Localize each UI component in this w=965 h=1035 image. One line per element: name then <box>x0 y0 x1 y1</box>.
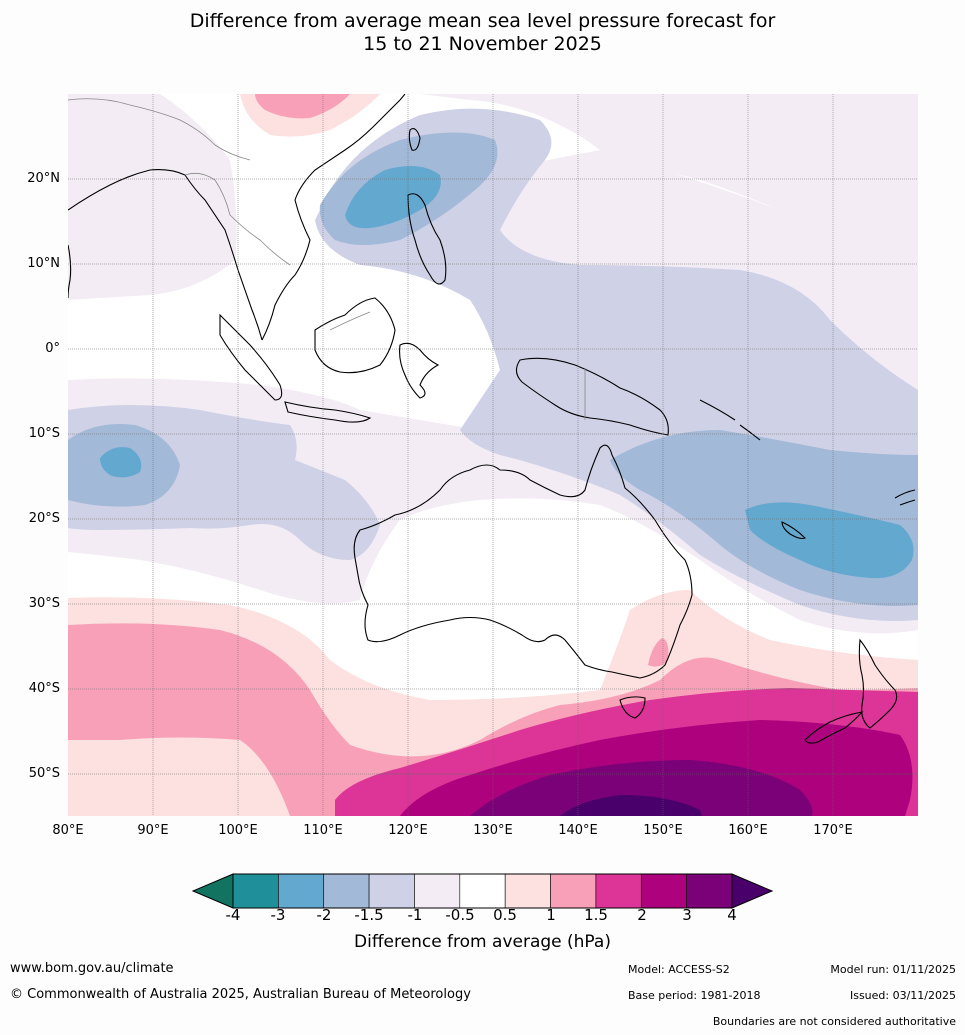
lat-label-10s: 10°S <box>28 426 60 441</box>
anomaly-region-pos1-china <box>255 94 350 119</box>
anomaly-region-neg2-philippine-sea <box>345 166 441 229</box>
website-link[interactable]: www.bom.gov.au/climate <box>10 961 174 976</box>
colorbar-tick: 3 <box>682 906 692 924</box>
coastline-solomon-islands <box>699 399 761 441</box>
colorbar-tick: 0.5 <box>493 906 517 924</box>
issued-date: Issued: 03/11/2025 <box>849 989 956 1002</box>
lat-label-10n: 10°N <box>27 256 60 271</box>
colorbar-box <box>323 873 370 909</box>
title-line-2: 15 to 21 November 2025 <box>363 33 602 55</box>
lat-label-50s: 50°S <box>28 766 60 781</box>
colorbar-tick: -3 <box>270 906 286 924</box>
lat-label-0: 0° <box>45 341 60 356</box>
colorbar-title: Difference from average (hPa) <box>354 932 611 952</box>
coastline-borneo <box>314 297 396 374</box>
colorbar-tick: 4 <box>727 906 737 924</box>
border-china <box>68 98 251 161</box>
coastline-new-zealand-north <box>858 638 898 729</box>
coastline-india <box>68 244 72 299</box>
boundaries-disclaimer: Boundaries are not considered authoritat… <box>712 1015 956 1028</box>
colorbar-box <box>414 873 461 909</box>
model-run-date: Model run: 01/11/2025 <box>830 963 956 976</box>
border-borneo <box>329 311 371 331</box>
coastline-new-zealand-south <box>804 711 864 744</box>
title-line-1: Difference from average mean sea level p… <box>189 10 776 32</box>
copyright-text: © Commonwealth of Australia 2025, Austra… <box>10 987 471 1002</box>
anomaly-region-neg05-north <box>68 94 918 262</box>
colorbar-box <box>368 873 415 909</box>
lat-label-30s: 30°S <box>28 596 60 611</box>
coastline-philippines <box>407 193 447 285</box>
country-borders <box>68 98 586 420</box>
chart-title: Difference from average mean sea level p… <box>0 10 965 56</box>
coastline-java <box>284 401 372 423</box>
coastline-asia-mainland <box>68 94 406 341</box>
coastline-new-guinea <box>515 357 669 436</box>
graticule <box>68 94 918 816</box>
lon-label-170e: 170°E <box>813 823 853 838</box>
anomaly-region-pos1-tasman <box>648 638 669 667</box>
colorbar-box <box>504 873 551 909</box>
lon-label-160e: 160°E <box>728 823 768 838</box>
colorbar-tick: -0.5 <box>445 906 475 924</box>
colorbar-box <box>686 873 733 909</box>
lon-label-140e: 140°E <box>558 823 598 838</box>
colorbar-tick: -4 <box>225 906 241 924</box>
base-period: Base period: 1981-2018 <box>628 989 761 1002</box>
colorbar-tick: -2 <box>316 906 332 924</box>
lon-label-90e: 90°E <box>137 823 169 838</box>
coastline-taiwan <box>408 128 421 151</box>
anomaly-region-neg2-coral-sea <box>745 502 914 579</box>
colorbar-box <box>550 873 597 909</box>
lon-label-150e: 150°E <box>643 823 683 838</box>
coastline-fiji <box>894 489 916 506</box>
lat-label-40s: 40°S <box>28 681 60 696</box>
colorbar-tick: 2 <box>637 906 647 924</box>
colorbar-frame <box>232 873 733 909</box>
colorbar-tick: 1 <box>546 906 556 924</box>
colorbar-box <box>595 873 642 909</box>
lat-label-20n: 20°N <box>27 171 60 186</box>
colorbar-extend-min <box>191 873 234 909</box>
colorbar-box <box>459 873 506 909</box>
lon-label-120e: 120°E <box>388 823 428 838</box>
lon-label-130e: 130°E <box>473 823 513 838</box>
lon-label-100e: 100°E <box>218 823 258 838</box>
colorbar-box <box>232 873 279 909</box>
coastline-sulawesi <box>399 342 440 399</box>
lat-label-20s: 20°S <box>28 511 60 526</box>
coastline-tasmania <box>619 696 646 719</box>
colorbar-tick: -1.5 <box>354 906 384 924</box>
colorbar-boxes <box>232 873 733 909</box>
colorbar-extend-max <box>731 873 774 909</box>
coastline-new-caledonia <box>781 521 806 540</box>
border-indochina <box>184 172 291 266</box>
model-name: Model: ACCESS-S2 <box>628 963 730 976</box>
colorbar-tick: 1.5 <box>584 906 608 924</box>
colorbar <box>191 873 774 909</box>
anomaly-region-neg2-indian <box>100 447 142 478</box>
coastline-sumatra <box>219 313 283 401</box>
anomaly-region-pos4-south <box>560 795 702 816</box>
colorbar-tick: -1 <box>407 906 423 924</box>
lon-label-80e: 80°E <box>52 823 84 838</box>
colorbar-box <box>640 873 687 909</box>
lon-label-110e: 110°E <box>303 823 343 838</box>
colorbar-box <box>278 873 325 909</box>
